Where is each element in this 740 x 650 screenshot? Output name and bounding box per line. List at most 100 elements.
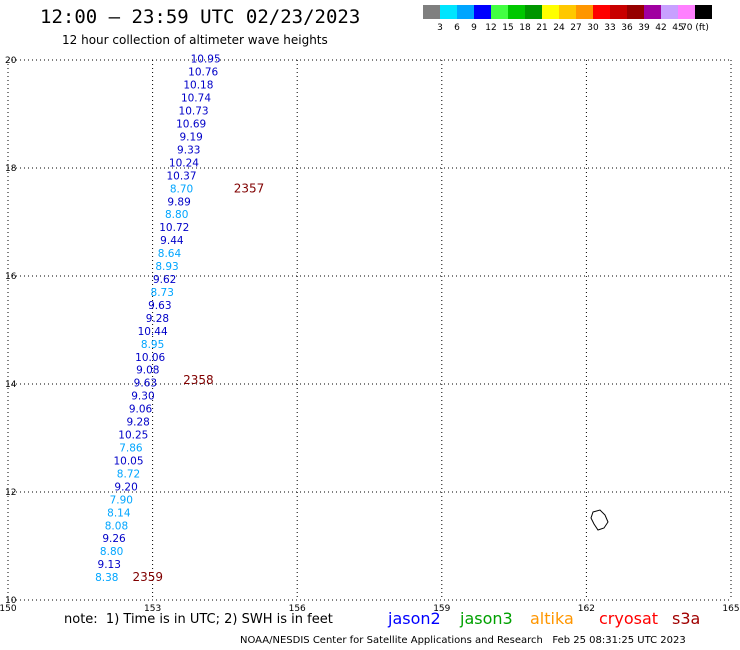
wave-height-labels: 10.9510.7610.1810.7410.7310.699.199.3310… [95,54,221,584]
color-swatch [576,5,593,19]
legend-item-cryosat: cryosat [599,609,659,628]
wave-height-value: 9.08 [136,365,159,377]
color-scale-label: 3 [437,23,443,33]
wave-height-value: 10.06 [135,352,165,364]
x-tick-label: 150 [0,604,17,614]
color-scale-label: 33 [604,23,616,33]
color-scale-label: 27 [570,23,582,33]
wave-height-value: 10.72 [159,222,189,234]
wave-height-value: 9.63 [134,378,157,390]
wave-height-value: 8.72 [117,468,140,480]
color-scale-label: 36 [621,23,633,33]
wave-height-value: 9.26 [102,533,126,545]
footer-note: note: 1) Time is in UTC; 2) SWH is in fe… [64,612,333,627]
x-tick-label: 159 [433,604,450,614]
page-title: 12:00 – 23:59 UTC 02/23/2023 [40,6,361,28]
y-tick-label: 16 [5,272,17,282]
color-scale-label: 18 [519,23,531,33]
color-swatch [678,5,695,19]
wave-height-value: 8.73 [151,287,174,299]
wave-height-value: 10.24 [169,157,199,169]
x-tick-label: 165 [722,604,739,614]
wave-height-value: 9.19 [179,131,202,143]
wave-height-value: 10.74 [181,93,211,105]
y-tick-label: 14 [5,380,17,390]
wave-height-value: 10.44 [138,326,168,338]
wave-height-value: 10.37 [166,170,196,182]
color-swatch [593,5,610,19]
island-outline [590,509,609,531]
wave-height-value: 9.28 [126,417,149,429]
wave-height-value: 8.14 [107,507,131,519]
wave-height-value: 8.93 [155,261,178,273]
color-scale-label: 15 [502,23,514,33]
wave-height-value: 9.06 [129,404,153,416]
wave-height-value: 9.44 [160,235,184,247]
color-swatch [440,5,457,19]
map-grid: 150 153 156 159 162 165 10 12 14 16 18 20 [0,56,740,614]
wave-height-value: 9.20 [114,481,137,493]
page-subtitle: 12 hour collection of altimeter wave hei… [62,33,328,47]
color-swatch [474,5,491,19]
wave-height-value: 7.86 [119,443,143,455]
credit-line: NOAA/NESDIS Center for Satellite Applica… [240,635,686,646]
wave-height-value: 9.33 [177,144,200,156]
wave-height-value: 9.28 [146,313,169,325]
wave-height-value: 8.80 [165,209,188,221]
wave-height-value: 9.89 [167,196,190,208]
wave-height-value: 9.13 [98,559,121,571]
wave-height-value: 9.63 [148,300,171,312]
color-scale-label: 21 [536,23,548,33]
island-shape [590,509,609,531]
color-swatch [457,5,474,19]
y-tick-label: 20 [5,56,17,66]
color-scale-label: 6 [454,23,460,33]
color-scale-label: 12 [485,23,497,33]
x-tick-label: 156 [289,604,306,614]
color-swatch [627,5,644,19]
time-label: 2357 [234,181,265,195]
color-swatch [644,5,661,19]
time-labels: 2357 2358 2359 [133,181,265,584]
color-scale-label: 42 [655,23,667,33]
color-swatch [661,5,678,19]
y-tick-label: 10 [5,596,17,606]
wave-height-value: 8.70 [170,183,193,195]
x-tick-label: 162 [578,604,595,614]
color-scale-label: 39 [638,23,650,33]
wave-height-value: 8.38 [95,572,118,584]
color-swatch [695,5,712,19]
time-label: 2359 [133,570,164,584]
color-scale-label: 70 (ft) [681,23,709,33]
wave-height-value: 8.64 [158,248,182,260]
wave-height-value: 8.80 [100,546,123,558]
color-scale-label: 24 [553,23,565,33]
color-scale-label: 45 [672,23,684,33]
color-scale-label: 30 [587,23,599,33]
wave-height-value: 10.76 [188,67,218,79]
wave-height-value: 9.62 [153,274,176,286]
color-swatch [559,5,576,19]
x-tick-label: 153 [144,604,161,614]
y-tick-label: 18 [5,164,17,174]
color-swatch [610,5,627,19]
wave-height-value: 10.95 [191,54,221,66]
color-swatch [423,5,440,19]
y-tick-label: 12 [5,488,16,498]
time-label: 2358 [183,373,214,387]
color-swatch [542,5,559,19]
wave-height-value: 8.95 [141,339,164,351]
wave-height-value: 9.30 [131,391,154,403]
wave-height-value: 10.69 [176,119,206,131]
wave-height-value: 7.90 [110,494,133,506]
wave-height-value: 10.73 [179,106,209,118]
wave-height-value: 10.25 [118,430,148,442]
wave-height-value: 10.05 [113,455,143,467]
color-swatch [508,5,525,19]
wave-height-value: 10.18 [183,80,213,92]
legend-item-jason2: jason2 [388,609,441,628]
color-swatch [525,5,542,19]
wave-height-value: 8.08 [105,520,128,532]
legend-item-altika: altika [530,609,574,628]
